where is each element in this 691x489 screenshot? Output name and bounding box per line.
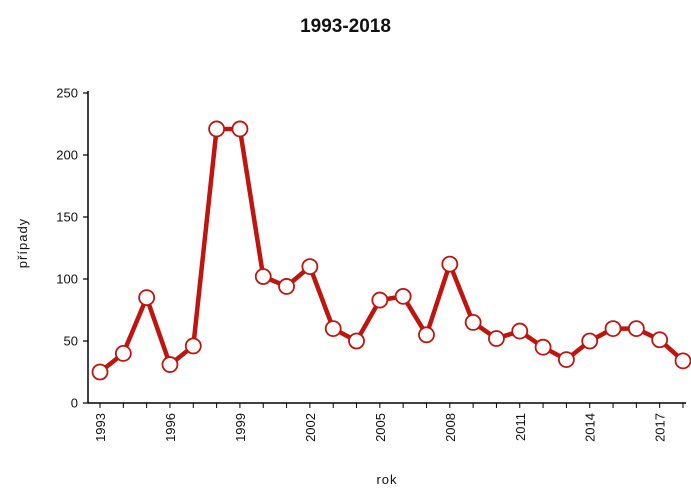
x-tick-label: 1996 [163, 413, 178, 442]
x-axis-title: rok [376, 472, 397, 487]
y-tick-label: 200 [56, 148, 78, 163]
data-point [231, 120, 249, 138]
data-point [627, 320, 645, 338]
x-axis-ticks: 1993 1996 1999 2002 2005 2008 2011 2014 2017 [93, 403, 684, 442]
data-point [441, 255, 459, 273]
x-tick-label: 2014 [583, 413, 598, 442]
x-tick-label: 2008 [443, 413, 458, 442]
data-point [604, 320, 622, 338]
x-tick-label: 1999 [233, 413, 248, 442]
x-tick-label: 1993 [93, 413, 108, 442]
axes [87, 91, 686, 404]
data-point [301, 258, 319, 276]
data-point [278, 278, 295, 295]
x-tick-label: 2002 [303, 413, 318, 442]
data-point [534, 338, 552, 356]
y-tick-label: 100 [56, 272, 78, 287]
y-axis-ticks: 0 50 100 150 200 250 [56, 86, 88, 411]
data-point [371, 291, 389, 309]
y-tick-label: 0 [71, 396, 78, 411]
data-point [511, 322, 529, 340]
data-point [184, 337, 202, 355]
data-point [324, 320, 342, 338]
data-point [208, 120, 226, 138]
y-tick-label: 250 [56, 86, 78, 101]
data-point [348, 332, 365, 350]
chart-title: 1993-2018 [300, 16, 391, 37]
data-point [651, 331, 669, 349]
data-point [254, 268, 272, 285]
data-point [91, 363, 109, 381]
data-point [394, 287, 412, 305]
data-point [558, 351, 575, 369]
data-point [464, 313, 482, 331]
x-tick-label: 2017 [653, 413, 668, 442]
data-point [488, 330, 505, 347]
data-point [581, 332, 599, 350]
data-point [418, 326, 435, 344]
data-point [114, 344, 132, 362]
y-tick-label: 150 [56, 210, 78, 225]
data-point [161, 356, 179, 373]
data-point [138, 289, 156, 307]
y-tick-label: 50 [64, 334, 78, 349]
x-tick-label: 2005 [373, 413, 388, 442]
data-point [674, 352, 691, 370]
series-group [91, 120, 691, 381]
y-axis-title: případy [15, 218, 30, 268]
x-tick-label: 2011 [513, 413, 528, 441]
